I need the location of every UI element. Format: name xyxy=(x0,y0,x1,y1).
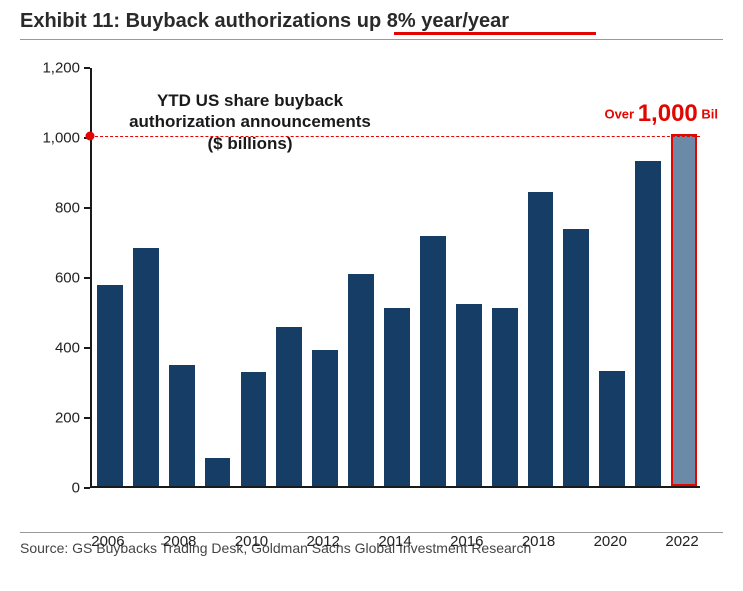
y-tick-label: 400 xyxy=(20,340,80,357)
bar xyxy=(420,236,446,486)
bar xyxy=(492,308,518,487)
bar xyxy=(563,229,589,486)
x-tick-label: 2014 xyxy=(378,533,411,550)
x-tick-label: 2016 xyxy=(450,533,483,550)
chart-annotation: YTD US share buybackauthorization announ… xyxy=(105,90,395,154)
chart-area: 02004006008001,0001,20020062008201020122… xyxy=(20,48,720,528)
bar xyxy=(635,161,661,487)
x-tick-label: 2008 xyxy=(163,533,196,550)
bar xyxy=(205,458,231,486)
annotation-line: authorization announcements xyxy=(105,111,395,132)
title-highlight: 8% year/year xyxy=(387,10,509,32)
annotation-line: ($ billions) xyxy=(105,133,395,154)
bar-highlight xyxy=(671,134,697,486)
x-tick-label: 2010 xyxy=(235,533,268,550)
title-prefix: Exhibit 11: Buyback authorizations up xyxy=(20,10,387,32)
bar xyxy=(348,274,374,486)
y-tick-label: 1,000 xyxy=(20,130,80,147)
bar xyxy=(384,308,410,487)
y-tick-mark xyxy=(84,347,90,349)
y-tick-mark xyxy=(84,417,90,419)
x-tick-label: 2022 xyxy=(665,533,698,550)
callout-small: Over xyxy=(604,107,637,122)
bar xyxy=(97,285,123,486)
x-tick-label: 2006 xyxy=(91,533,124,550)
x-tick-label: 2020 xyxy=(594,533,627,550)
bar xyxy=(276,327,302,486)
y-tick-label: 600 xyxy=(20,270,80,287)
bar xyxy=(528,192,554,486)
y-tick-mark xyxy=(84,67,90,69)
title-underline xyxy=(394,32,596,35)
annotation-line: YTD US share buyback xyxy=(105,90,395,111)
callout-big: 1,000 xyxy=(638,100,698,127)
bar xyxy=(456,304,482,486)
y-tick-label: 800 xyxy=(20,200,80,217)
bar xyxy=(133,248,159,486)
bar xyxy=(599,371,625,487)
x-tick-label: 2012 xyxy=(307,533,340,550)
exhibit-title: Exhibit 11: Buyback authorizations up 8%… xyxy=(20,10,723,40)
y-tick-mark xyxy=(84,207,90,209)
bar xyxy=(241,372,267,486)
bar xyxy=(312,350,338,487)
callout-label: Over 1,000 Bil xyxy=(604,100,718,128)
reference-dot xyxy=(86,132,95,141)
callout-small: Bil xyxy=(698,107,718,122)
y-tick-mark xyxy=(84,487,90,489)
x-tick-label: 2018 xyxy=(522,533,555,550)
y-tick-mark xyxy=(84,277,90,279)
y-tick-label: 200 xyxy=(20,410,80,427)
y-tick-label: 1,200 xyxy=(20,60,80,77)
y-tick-label: 0 xyxy=(20,480,80,497)
bar xyxy=(169,365,195,486)
